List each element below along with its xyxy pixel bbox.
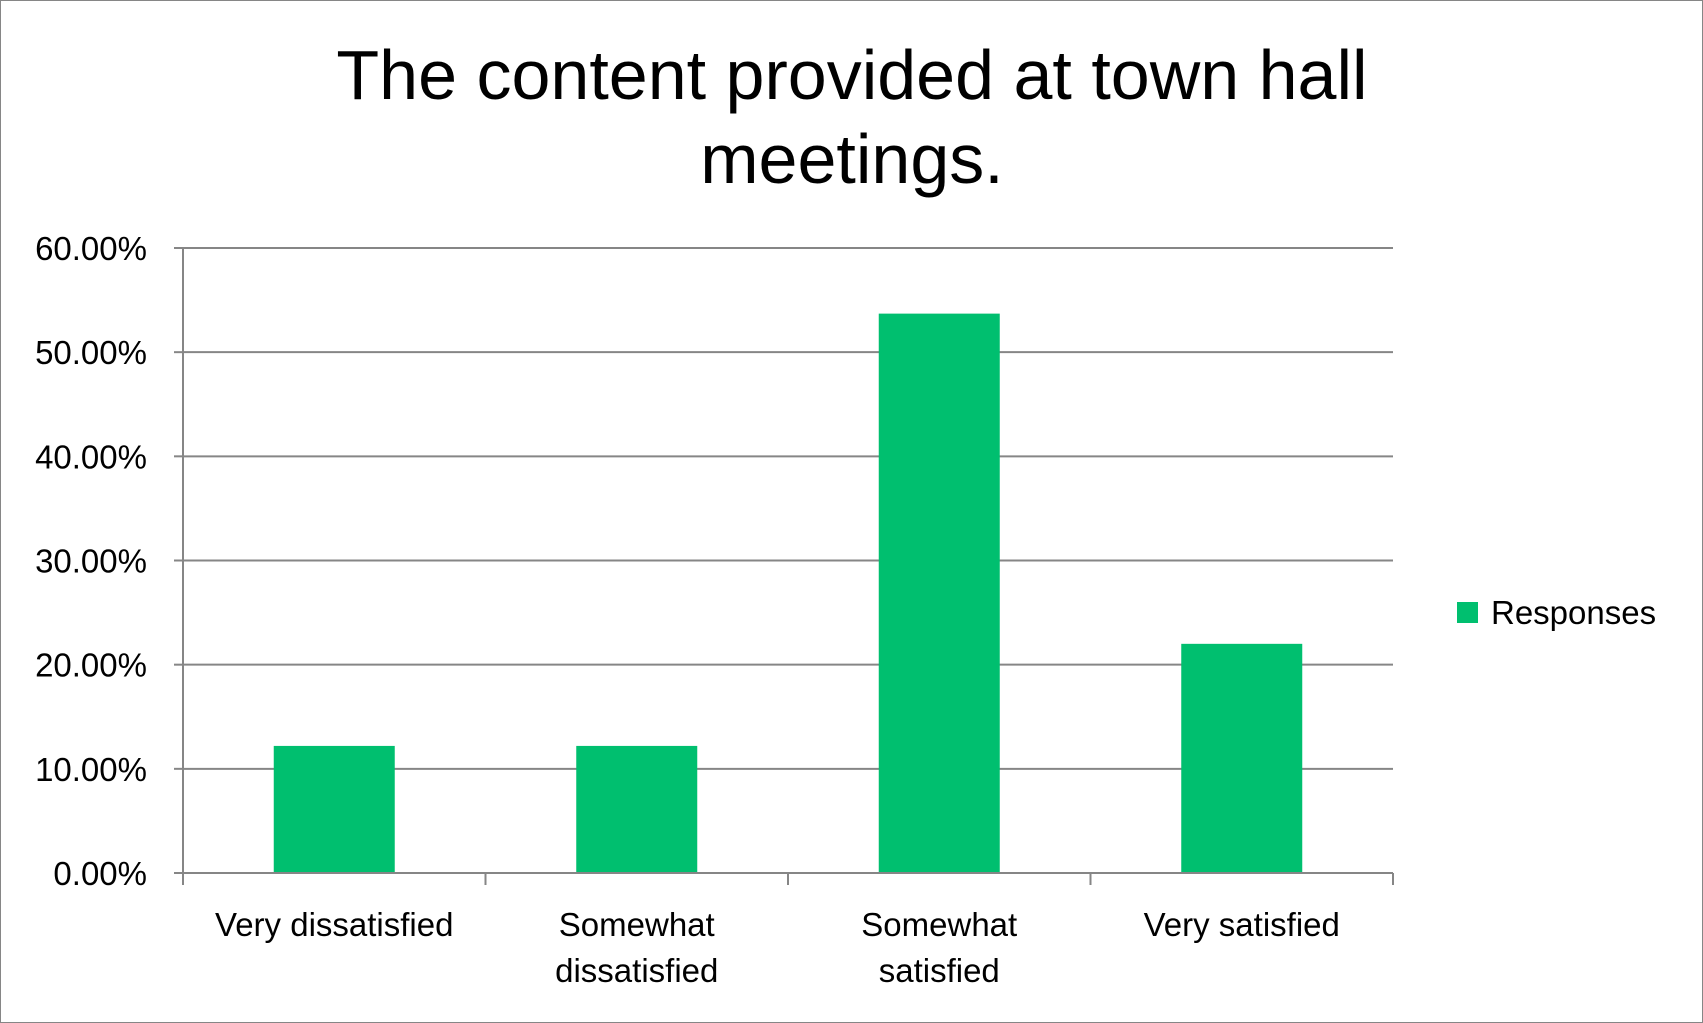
chart-title-line: meetings. (700, 120, 1003, 198)
bar (273, 745, 395, 873)
legend: Responses (1457, 594, 1656, 631)
legend-label: Responses (1491, 594, 1656, 631)
y-tick-label: 40.00% (35, 438, 147, 475)
axes (182, 248, 1394, 885)
chart-title-line: The content provided at town hall (336, 36, 1367, 114)
y-tick-label: 10.00% (35, 751, 147, 788)
y-axis-tick-labels: 0.00% 10.00% 20.00% 30.00% 40.00% 50.00% 60.00… (35, 230, 147, 892)
x-category-label: Very dissatisfied (215, 906, 453, 943)
x-axis-category-labels: Very dissatisfied Somewhat dissatisfied Som… (215, 906, 1340, 989)
bar (576, 745, 698, 873)
bars (273, 313, 1303, 873)
x-category-label: Somewhat dissatisfied (555, 906, 718, 989)
bar (878, 313, 1000, 873)
y-tick-label: 30.00% (35, 543, 147, 580)
x-category-label: Very satisfied (1144, 906, 1340, 943)
bar (1181, 643, 1303, 873)
y-tick-label: 20.00% (35, 647, 147, 684)
y-tick-label: 60.00% (35, 230, 147, 267)
chart-title: The content provided at town hallmeeting… (336, 36, 1367, 198)
y-tick-label: 0.00% (53, 855, 147, 892)
legend-swatch (1457, 602, 1478, 623)
y-tick-label: 50.00% (35, 334, 147, 371)
x-category-label: Somewhat satisfied (861, 906, 1017, 989)
